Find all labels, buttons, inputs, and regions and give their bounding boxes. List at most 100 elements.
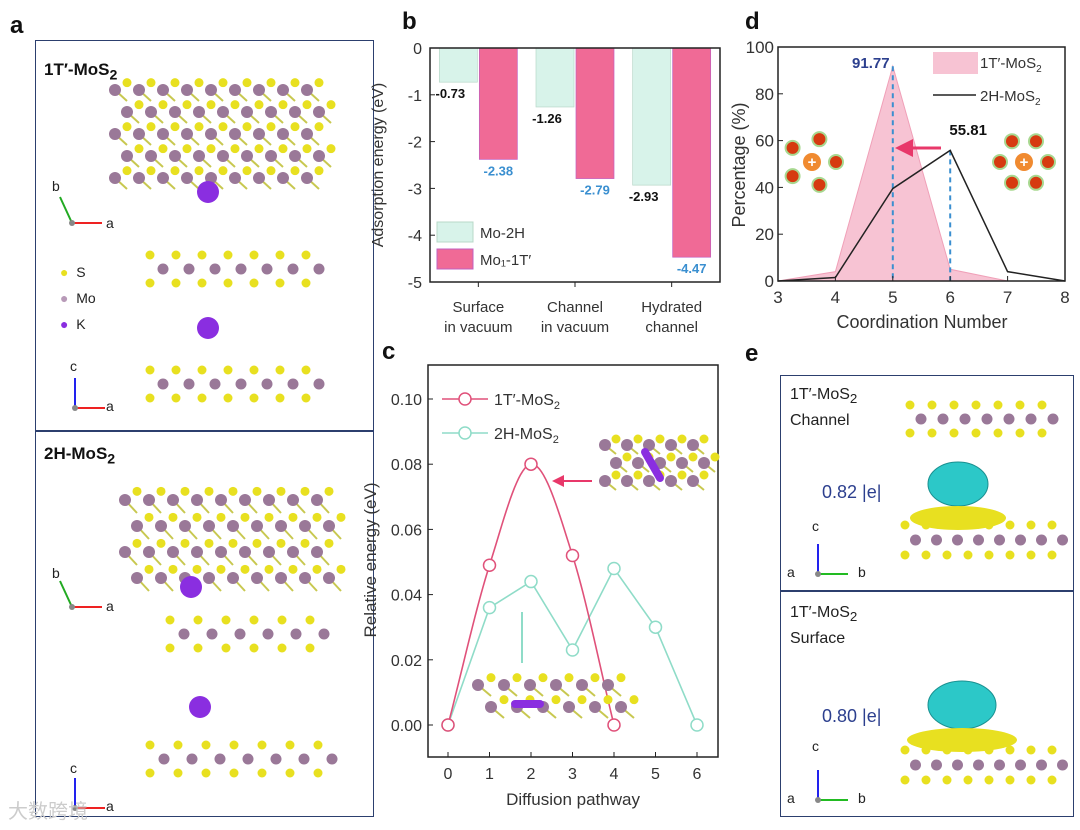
y-axis-label: Percentage (%) bbox=[729, 102, 749, 227]
s-atom bbox=[288, 564, 298, 574]
s-atom bbox=[324, 486, 334, 496]
s-atom bbox=[264, 512, 274, 522]
mo-atom bbox=[602, 679, 614, 691]
s-atom bbox=[242, 122, 252, 132]
mo-atom bbox=[287, 263, 299, 275]
mo-atom bbox=[169, 106, 181, 118]
mo-atom bbox=[318, 628, 330, 640]
s-atom bbox=[122, 166, 132, 176]
s-atom bbox=[900, 520, 910, 530]
mo-atom bbox=[158, 753, 170, 765]
s-atom bbox=[688, 452, 698, 462]
data-point bbox=[607, 561, 621, 576]
plus-sign: + bbox=[1020, 154, 1029, 171]
charge-density-cloud bbox=[910, 506, 1006, 530]
s-atom bbox=[326, 144, 336, 154]
title-text: 2H-MoS bbox=[44, 444, 108, 463]
data-point bbox=[482, 600, 497, 615]
annotation-peak-2H: 55.81 bbox=[949, 122, 987, 139]
s-atom bbox=[192, 564, 202, 574]
s-atom bbox=[252, 538, 262, 548]
s-atom bbox=[204, 538, 214, 548]
axis-triad-ba-vertical bbox=[59, 580, 73, 608]
y-tick-label: 0.04 bbox=[391, 588, 422, 605]
y-tick-label: -3 bbox=[408, 181, 422, 198]
k-atom bbox=[197, 317, 219, 339]
water-molecule bbox=[784, 139, 801, 156]
mo-atom bbox=[301, 84, 313, 96]
plot-frame bbox=[777, 46, 1066, 282]
s-atom bbox=[305, 615, 315, 625]
legend-label: 2H-MoS2 bbox=[980, 88, 1041, 108]
mo-atom bbox=[599, 475, 611, 487]
mo-atom bbox=[1057, 534, 1068, 546]
s-atom bbox=[193, 615, 203, 625]
mo-atom bbox=[931, 534, 942, 546]
panel-label-a: a bbox=[10, 12, 24, 39]
mo-atom bbox=[145, 106, 157, 118]
mo-atom bbox=[133, 172, 145, 184]
data-label: -1.26 bbox=[532, 111, 562, 126]
panel-e-bottom-title: 1T′-MoS2 Surface bbox=[790, 602, 857, 650]
s-atom bbox=[201, 740, 211, 750]
s-atom bbox=[240, 564, 250, 574]
mo-atom bbox=[169, 150, 181, 162]
s-atom bbox=[290, 78, 300, 88]
water-molecule bbox=[1004, 174, 1020, 191]
mo-atom bbox=[191, 546, 203, 558]
s-atom bbox=[216, 512, 226, 522]
mo-atom bbox=[698, 457, 710, 469]
s-atom bbox=[170, 78, 180, 88]
mo-atom bbox=[326, 753, 338, 765]
s-atom bbox=[324, 538, 334, 548]
mo-atom bbox=[209, 378, 221, 390]
s-atom bbox=[206, 100, 216, 110]
y-tick-label: 100 bbox=[746, 38, 774, 57]
mo-atom bbox=[959, 413, 971, 425]
mo-atom bbox=[109, 84, 121, 96]
s-atom bbox=[171, 365, 181, 375]
s-atom bbox=[216, 564, 226, 574]
s-atom bbox=[629, 695, 639, 705]
s-atom bbox=[666, 452, 676, 462]
mo-atom bbox=[277, 84, 289, 96]
s-atom bbox=[921, 550, 931, 560]
s-atom bbox=[230, 100, 240, 110]
s-atom bbox=[942, 520, 952, 530]
s-atom bbox=[170, 166, 180, 176]
bar-Mo2H-1 bbox=[535, 47, 575, 108]
mo-atom bbox=[313, 263, 325, 275]
s-atom bbox=[201, 768, 211, 778]
mo-atom bbox=[229, 84, 241, 96]
s-atom bbox=[963, 550, 973, 560]
legend-k: ● K bbox=[60, 316, 86, 332]
axis-triad-cb-origin bbox=[815, 571, 821, 577]
s-atom bbox=[218, 122, 228, 132]
mo-atom bbox=[143, 494, 155, 506]
y-tick-label: 0 bbox=[765, 272, 774, 291]
panel-e-top-box bbox=[780, 375, 1074, 592]
title-text: Channel bbox=[790, 412, 850, 430]
data-point bbox=[565, 643, 580, 657]
legend-label: Mo-2H bbox=[480, 225, 525, 242]
s-atom bbox=[134, 144, 144, 154]
s-atom bbox=[677, 434, 687, 444]
mo-atom bbox=[323, 520, 335, 532]
s-atom bbox=[145, 768, 155, 778]
s-atom bbox=[312, 512, 322, 522]
mo-atom bbox=[241, 106, 253, 118]
structure-1T-top-view bbox=[109, 78, 336, 190]
x-tick-label: 0 bbox=[444, 766, 453, 783]
x-tick-label: 6 bbox=[945, 288, 954, 307]
k-diffusion-path bbox=[641, 448, 664, 482]
title-text: 1T′-MoS bbox=[790, 386, 850, 403]
axis-label-c: c bbox=[812, 738, 819, 754]
s-atom bbox=[616, 673, 626, 683]
mo-atom bbox=[205, 128, 217, 140]
mo-atom bbox=[1036, 534, 1047, 546]
s-atom bbox=[312, 564, 322, 574]
s-atom bbox=[249, 250, 259, 260]
s-atom bbox=[145, 740, 155, 750]
s-atom bbox=[942, 775, 952, 785]
mo-atom bbox=[937, 413, 949, 425]
